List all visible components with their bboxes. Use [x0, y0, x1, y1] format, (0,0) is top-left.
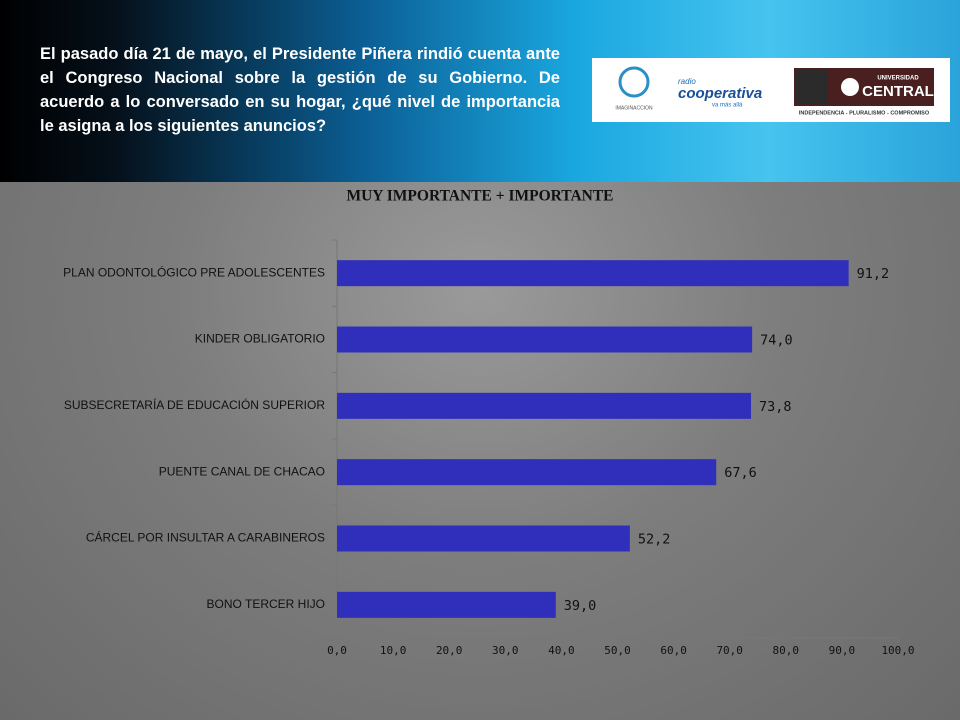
- bar: [337, 260, 849, 287]
- logo-globe: [618, 66, 650, 98]
- x-tick-label: 40,0: [548, 644, 575, 657]
- logo-text: va más allá: [712, 103, 743, 109]
- value-label: 73,8: [759, 399, 792, 415]
- logo-strip: IMAGINACCION radio cooperativa va más al…: [615, 66, 934, 116]
- x-tick-label: 100,0: [881, 644, 914, 657]
- value-label: 74,0: [760, 333, 793, 349]
- logo-text: CENTRAL: [862, 83, 934, 100]
- x-tick-label: 70,0: [716, 644, 743, 657]
- x-tick-label: 50,0: [604, 644, 631, 657]
- bar: [337, 525, 630, 552]
- logo-box: [796, 70, 828, 104]
- category-label: CÁRCEL POR INSULTAR A CARABINEROS: [86, 530, 325, 545]
- value-label: 52,2: [638, 532, 671, 548]
- x-tick-label: 90,0: [829, 644, 856, 657]
- logo-text: radio: [678, 77, 696, 86]
- logos: IMAGINACCION radio cooperativa va más al…: [592, 58, 950, 122]
- category-label: SUBSECRETARÍA DE EDUCACIÓN SUPERIOR: [64, 397, 325, 412]
- bar: [337, 326, 753, 353]
- logo-text: INDEPENDENCIA - PLURALISMO - COMPROMISO: [799, 110, 930, 116]
- x-tick-label: 10,0: [380, 644, 407, 657]
- value-label: 67,6: [724, 465, 757, 481]
- x-tick-label: 30,0: [492, 644, 519, 657]
- logo-text: cooperativa: [678, 85, 762, 102]
- logo-text: IMAGINACCION: [615, 105, 653, 111]
- question: El pasado día 21 de mayo, el Presidente …: [40, 45, 560, 135]
- bar: [337, 392, 752, 419]
- x-tick-label: 60,0: [660, 644, 687, 657]
- logo-dot: [841, 78, 859, 96]
- x-tick-label: 20,0: [436, 644, 463, 657]
- x-tick-label: 0,0: [327, 644, 347, 657]
- value-label: 39,0: [564, 598, 597, 614]
- bar: [337, 459, 717, 486]
- header: El pasado día 21 de mayo, el Presidente …: [0, 0, 960, 182]
- category-label: KINDER OBLIGATORIO: [195, 332, 325, 346]
- chart-title: MUY IMPORTANTE + IMPORTANTE: [346, 188, 613, 205]
- logo-text: UNIVERSIDAD: [877, 76, 919, 82]
- value-label: 91,2: [857, 266, 890, 282]
- category-label: BONO TERCER HIJO: [207, 597, 325, 611]
- category-label: PLAN ODONTOLÓGICO PRE ADOLESCENTES: [63, 264, 325, 279]
- category-label: PUENTE CANAL DE CHACAO: [159, 464, 325, 478]
- x-tick-label: 80,0: [773, 644, 800, 657]
- bar: [337, 591, 556, 618]
